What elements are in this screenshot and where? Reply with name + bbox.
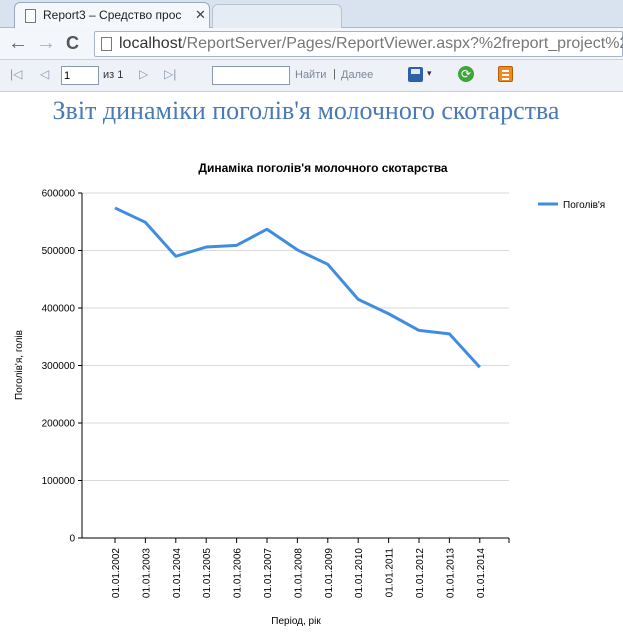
y-tick-label: 400000	[42, 304, 76, 315]
find-input[interactable]	[212, 66, 290, 85]
page-icon	[101, 37, 112, 51]
tab-title: Report3 – Средство прос	[43, 8, 182, 22]
page-icon	[25, 9, 36, 23]
url-path: /ReportServer/Pages/ReportViewer.aspx?%2…	[182, 35, 623, 52]
x-axis-label: Період, рік	[271, 616, 321, 627]
browser-nav-bar: ← → C localhost/ReportServer/Pages/Repor…	[0, 28, 623, 60]
y-tick-label: 500000	[42, 246, 76, 257]
x-tick-label: 01.01.2003	[141, 548, 152, 598]
x-tick-label: 01.01.2002	[111, 548, 122, 598]
last-page-icon[interactable]: ▷|	[164, 67, 177, 81]
back-arrow-icon[interactable]: ←	[8, 32, 28, 54]
x-tick-label: 01.01.2009	[324, 548, 335, 598]
chart-gridlines	[82, 192, 509, 481]
x-tick-label: 01.01.2006	[233, 548, 244, 598]
y-axis-label: Поголів'я, голів	[14, 330, 25, 400]
x-tick-label: 01.01.2010	[354, 548, 365, 598]
page-number-input[interactable]	[61, 66, 99, 85]
x-tick-label: 01.01.2008	[293, 548, 304, 598]
x-tick-label: 01.01.2011	[385, 548, 396, 598]
y-tick-label: 0	[69, 534, 75, 545]
line-chart: Динаміка поголів'я молочного скотарства …	[14, 161, 605, 627]
url-host: localhost	[119, 35, 183, 52]
next-page-icon[interactable]: ▷	[139, 67, 149, 81]
x-tick-label: 01.01.2005	[202, 548, 213, 598]
y-axis-ticks: 0 100000 200000 300000 400000 500000 600000	[42, 189, 82, 545]
y-tick-label: 200000	[42, 419, 76, 430]
print-icon[interactable]	[498, 66, 513, 82]
y-tick-label: 600000	[42, 189, 76, 200]
report-toolbar: |◁ ◁ из 1 ▷ ▷| Найти | Далее ▾ ⟳	[0, 60, 623, 92]
find-next-link[interactable]: Далее	[341, 69, 374, 81]
browser-tab-active[interactable]: Report3 – Средство прос ✕	[14, 2, 210, 28]
export-save-icon[interactable]	[408, 67, 423, 82]
x-tick-label: 01.01.2007	[263, 548, 274, 598]
browser-tab-inactive[interactable]	[212, 4, 342, 28]
find-link[interactable]: Найти	[295, 69, 327, 81]
x-tick-label: 01.01.2014	[476, 548, 487, 598]
x-axis-ticks: 01.01.2002 01.01.2003 01.01.2004 01.01.2005…	[111, 538, 510, 598]
y-tick-label: 100000	[42, 476, 76, 487]
tab-close-icon[interactable]: ✕	[195, 7, 206, 22]
toolbar-separator: |	[333, 68, 336, 80]
page-count-label: из 1	[103, 69, 124, 81]
refresh-icon[interactable]: ⟳	[458, 66, 474, 82]
y-tick-label: 300000	[42, 361, 76, 372]
forward-arrow-icon[interactable]: →	[36, 32, 56, 54]
address-bar[interactable]: localhost/ReportServer/Pages/ReportViewe…	[94, 31, 623, 57]
export-dropdown-icon[interactable]: ▾	[427, 68, 432, 78]
browser-tab-bar: Report3 – Средство прос ✕	[0, 0, 623, 28]
reload-icon[interactable]: C	[66, 33, 79, 53]
x-tick-label: 01.01.2013	[445, 548, 456, 598]
legend-label: Поголів'я	[563, 200, 605, 211]
x-tick-label: 01.01.2012	[415, 548, 426, 598]
chart-title: Динаміка поголів'я молочного скотарства	[198, 161, 448, 175]
x-tick-label: 01.01.2004	[172, 548, 183, 598]
first-page-icon[interactable]: |◁	[10, 67, 23, 81]
url-text: localhost/ReportServer/Pages/ReportViewe…	[119, 35, 623, 53]
report-title: Звіт динаміки поголів'я молочного скотар…	[52, 96, 560, 125]
series-line-pogolivya	[114, 206, 481, 369]
prev-page-icon[interactable]: ◁	[40, 67, 50, 81]
